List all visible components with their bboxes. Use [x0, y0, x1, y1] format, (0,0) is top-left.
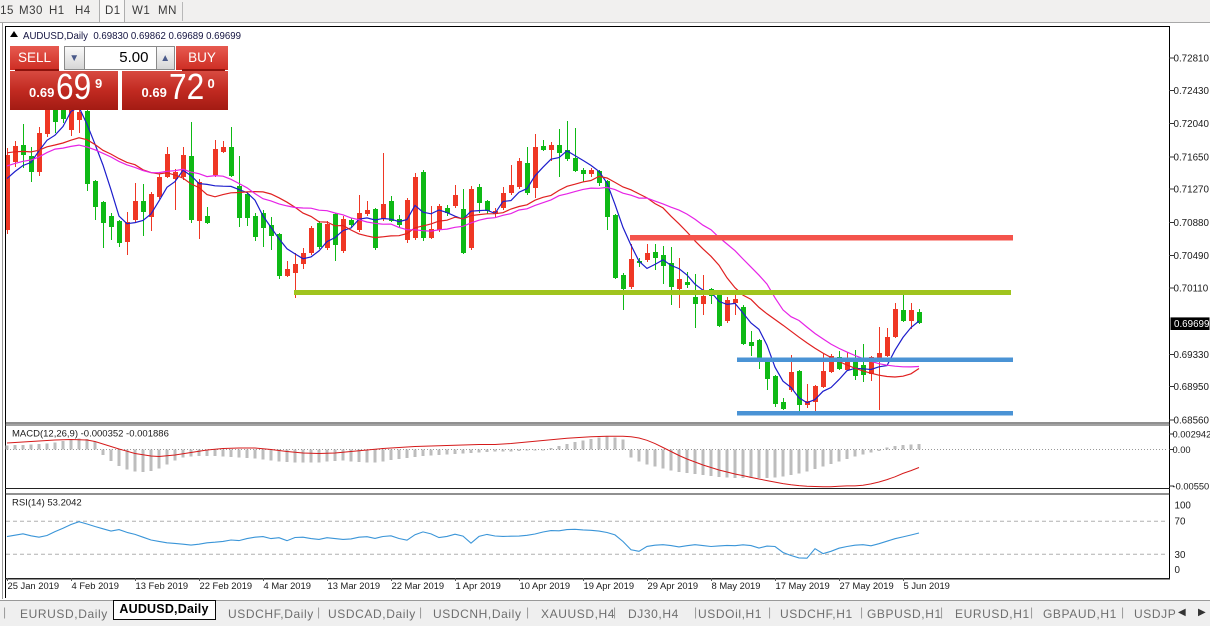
svg-text:-0.00550: -0.00550 [1173, 482, 1210, 492]
svg-text:0.72810: 0.72810 [1174, 54, 1210, 65]
svg-text:10 Apr 2019: 10 Apr 2019 [520, 580, 571, 591]
svg-text:0.68950: 0.68950 [1174, 382, 1210, 393]
svg-text:0.70110: 0.70110 [1174, 283, 1209, 294]
svg-text:29 Apr 2019: 29 Apr 2019 [648, 580, 699, 591]
svg-text:RSI(14) 53.2042: RSI(14) 53.2042 [12, 498, 82, 509]
svg-text:0.71650: 0.71650 [1174, 152, 1210, 163]
svg-text:30: 30 [1175, 550, 1186, 561]
svg-text:0.69330: 0.69330 [1174, 350, 1210, 361]
svg-text:0.71270: 0.71270 [1174, 185, 1210, 196]
svg-text:13 Feb 2019: 13 Feb 2019 [136, 580, 189, 591]
svg-text:MACD(12,26,9) -0.000352 -0.001: MACD(12,26,9) -0.000352 -0.001886 [12, 429, 169, 440]
svg-text:0.72430: 0.72430 [1174, 86, 1210, 97]
svg-text:17 May 2019: 17 May 2019 [776, 580, 830, 591]
svg-text:0.70880: 0.70880 [1174, 218, 1210, 229]
svg-text:22 Feb 2019: 22 Feb 2019 [200, 580, 253, 591]
svg-text:25 Jan 2019: 25 Jan 2019 [8, 580, 60, 591]
svg-text:0.72040: 0.72040 [1174, 119, 1210, 130]
svg-text:13 Mar 2019: 13 Mar 2019 [328, 580, 381, 591]
svg-text:4 Feb 2019: 4 Feb 2019 [72, 580, 119, 591]
svg-text:19 Apr 2019: 19 Apr 2019 [584, 580, 635, 591]
svg-text:100: 100 [1175, 501, 1192, 512]
svg-text:0.002942: 0.002942 [1173, 430, 1210, 440]
svg-text:4 Mar 2019: 4 Mar 2019 [264, 580, 311, 591]
svg-text:8 May 2019: 8 May 2019 [712, 580, 761, 591]
svg-text:27 May 2019: 27 May 2019 [840, 580, 894, 591]
svg-text:5 Jun 2019: 5 Jun 2019 [904, 580, 950, 591]
svg-text:0.00: 0.00 [1173, 445, 1191, 455]
svg-text:0.70490: 0.70490 [1174, 251, 1210, 262]
svg-text:70: 70 [1175, 517, 1186, 528]
svg-text:1 Apr 2019: 1 Apr 2019 [456, 580, 501, 591]
svg-text:0.69699: 0.69699 [1174, 319, 1209, 330]
svg-text:0.68560: 0.68560 [1174, 415, 1210, 426]
svg-text:22 Mar 2019: 22 Mar 2019 [392, 580, 445, 591]
svg-text:0: 0 [1175, 565, 1181, 576]
